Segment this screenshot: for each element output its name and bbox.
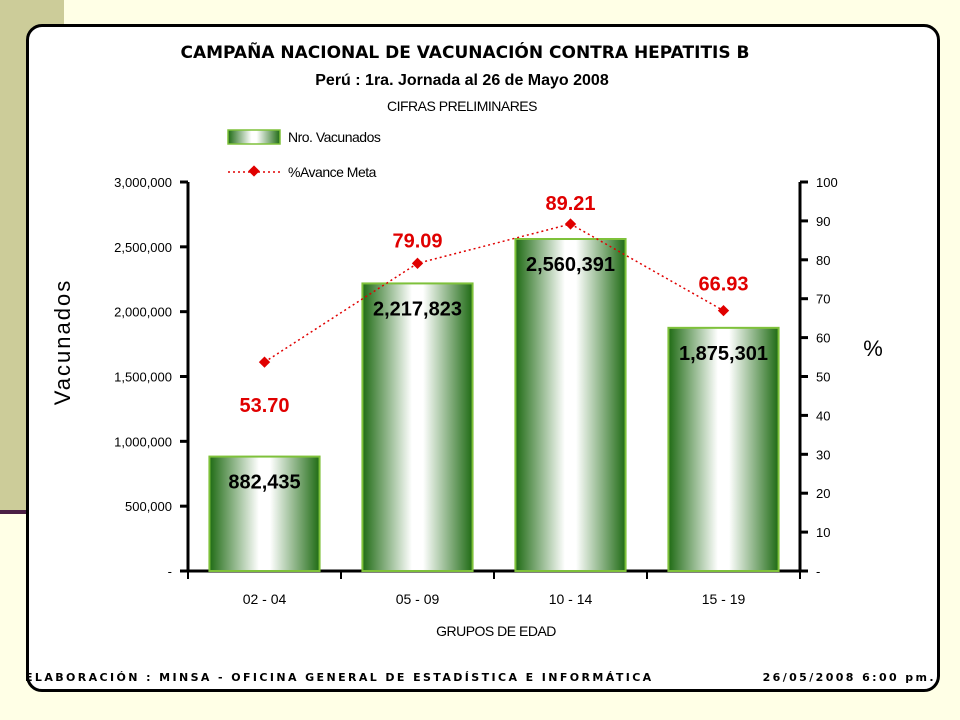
y2-tick-label: 80 <box>816 253 830 268</box>
x-tick-label: 10 - 14 <box>549 591 593 607</box>
series-line <box>264 223 724 363</box>
bar <box>514 238 627 573</box>
bar <box>208 455 321 573</box>
chart-line: 53.70 79.09 89.21 66.93 <box>239 193 748 417</box>
bar-value-label: 2,217,823 <box>373 298 462 320</box>
chart-frame <box>26 24 940 692</box>
y2-tick-label: 100 <box>816 175 838 190</box>
y2-tick-label: 70 <box>816 292 830 307</box>
legend-line-marker <box>248 165 260 177</box>
legend-bar-swatch <box>227 129 281 145</box>
chart-subtitle-2: CIFRAS PRELIMINARES <box>387 98 537 114</box>
bar <box>667 326 780 572</box>
bar-value-label: 1,875,301 <box>679 343 768 365</box>
y-tick-label: - <box>168 564 172 579</box>
y2-tick-label: 20 <box>816 486 830 501</box>
line-point <box>411 257 424 269</box>
line-point <box>258 356 271 368</box>
y2-tick-label: - <box>816 564 820 579</box>
chart-subtitle: Perú : 1ra. Jornada al 26 de Mayo 2008 <box>315 72 609 89</box>
legend-line-label: %Avance Meta <box>288 164 377 180</box>
line-value-label: 79.09 <box>392 230 442 252</box>
y-tick-label: 3,000,000 <box>114 175 172 190</box>
y-tick-label: 2,500,000 <box>114 240 172 255</box>
y-tick-label: 500,000 <box>125 499 172 514</box>
line-point <box>717 304 730 317</box>
y-tick-label: 1,000,000 <box>114 434 172 449</box>
y2-tick-label: 30 <box>816 447 830 462</box>
left-decor-line <box>0 510 40 514</box>
y2-tick-label: 90 <box>816 214 830 229</box>
line-value-label: 89.21 <box>545 193 595 215</box>
y-axis-title: Vacunados <box>50 279 75 405</box>
bar-value-label: 2,560,391 <box>526 254 615 276</box>
line-value-label: 66.93 <box>698 274 748 296</box>
y-tick-label: 2,000,000 <box>114 305 172 320</box>
line-point <box>564 218 577 230</box>
y2-axis-title: % <box>863 336 883 361</box>
footer-source: ELABORACIÓN : MINSA - OFICINA GENERAL DE… <box>25 671 654 684</box>
footer-datetime: 26/05/2008 6:00 pm. <box>763 671 936 684</box>
y2-tick-label: 50 <box>816 370 830 385</box>
bar-value-label: 882,435 <box>228 472 300 494</box>
chart-title: CAMPAÑA NACIONAL DE VACUNACIÓN CONTRA HE… <box>180 40 749 63</box>
legend-bar-label: Nro. Vacunados <box>288 129 381 145</box>
x-tick-label: 15 - 19 <box>702 591 746 607</box>
y-tick-label: 1,500,000 <box>114 370 172 385</box>
chart-bars: 882,435 2,217,823 2,560,391 1,875,301 <box>208 238 780 573</box>
x-tick-label: 05 - 09 <box>396 591 440 607</box>
y2-tick-label: 10 <box>816 525 830 540</box>
x-axis-title: GRUPOS DE EDAD <box>436 623 556 639</box>
line-value-label: 53.70 <box>239 395 289 417</box>
bar <box>361 282 474 572</box>
y2-tick-label: 40 <box>816 408 830 423</box>
y2-tick-label: 60 <box>816 331 830 346</box>
x-tick-label: 02 - 04 <box>243 591 287 607</box>
